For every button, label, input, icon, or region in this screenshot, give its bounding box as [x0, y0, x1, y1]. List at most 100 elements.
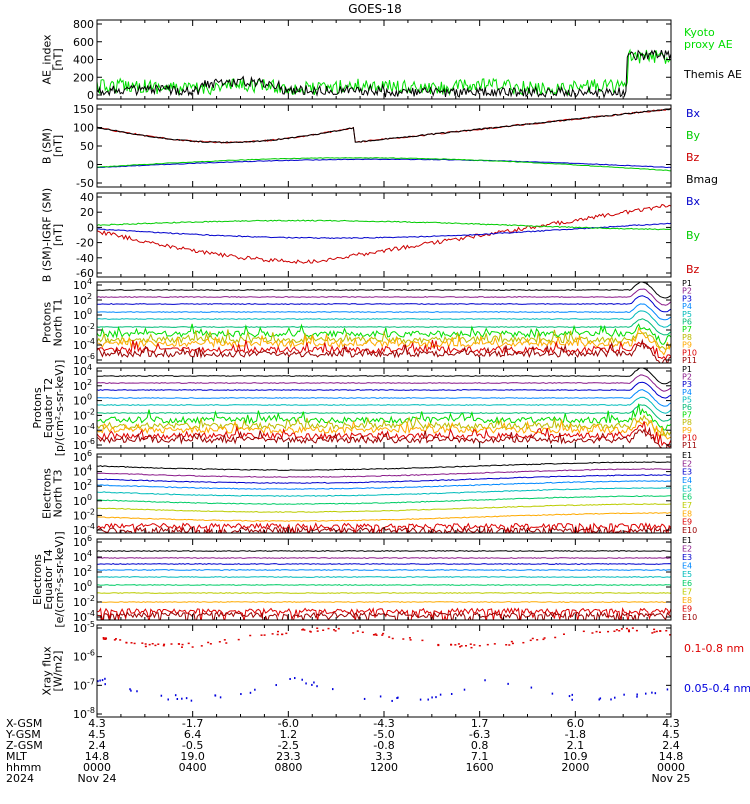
- xray-short-point: [186, 697, 188, 699]
- xray-long-point: [651, 632, 653, 634]
- xray-long-point: [281, 634, 283, 636]
- xray-long-point: [450, 644, 452, 646]
- y-tick-exponent: 4: [87, 277, 92, 286]
- xray-long-point: [636, 630, 638, 632]
- y-axis-label: North T1: [52, 299, 65, 347]
- xray-long-point: [599, 632, 601, 634]
- xray-long-point: [465, 645, 467, 647]
- legend-label: 0.1-0.8 nm: [684, 642, 744, 655]
- xray-short-point: [645, 693, 647, 695]
- xray-long-point: [613, 631, 615, 633]
- xray-short-point: [614, 697, 616, 699]
- xray-short-point: [507, 683, 509, 685]
- xray-long-point: [188, 643, 190, 645]
- xray-long-point: [322, 630, 324, 632]
- xray-long-point: [119, 639, 121, 641]
- xray-short-point: [104, 683, 106, 685]
- xray-short-point: [435, 696, 437, 698]
- xray-long-point: [328, 628, 330, 630]
- xray-long-point: [616, 629, 618, 631]
- xray-short-point: [651, 692, 653, 694]
- xray-long-point: [145, 646, 147, 648]
- legend-label: proxy AE: [684, 38, 733, 51]
- xray-long-point: [219, 641, 221, 643]
- y-tick-label: 10: [73, 339, 87, 352]
- xray-long-point: [563, 633, 565, 635]
- series-e3: [97, 564, 671, 565]
- y-tick-label: 200: [73, 71, 94, 84]
- xray-long-point: [554, 637, 556, 639]
- series-e1: [97, 551, 671, 552]
- y-axis-label: [nT]: [52, 48, 65, 70]
- y-tick-label: 10: [73, 495, 87, 508]
- y-tick-label: 10: [73, 466, 87, 479]
- xray-long-point: [487, 644, 489, 646]
- panel-frame: [97, 625, 671, 717]
- y-axis-label: [nT]: [52, 224, 65, 246]
- y-tick-exponent: 2: [87, 478, 92, 487]
- xray-short-point: [391, 700, 393, 702]
- y-tick-label: 10: [73, 536, 87, 549]
- legend-e10: E10: [682, 526, 697, 535]
- series-bmag: [97, 109, 671, 143]
- xray-short-point: [610, 698, 612, 700]
- series-e6: [97, 585, 671, 586]
- panel-frame: [97, 193, 671, 277]
- xray-long-point: [225, 642, 227, 644]
- xray-short-point: [250, 692, 252, 694]
- xray-long-point: [277, 631, 279, 633]
- xray-short-point: [136, 690, 138, 692]
- xray-long-point: [461, 645, 463, 647]
- y-tick-exponent: -2: [87, 322, 95, 331]
- xray-long-point: [335, 630, 337, 632]
- series-e8: [97, 602, 671, 603]
- y-tick-label: 10: [73, 679, 87, 692]
- y-tick-label: 10: [73, 279, 87, 292]
- y-axis-label: [W/m2]: [52, 651, 65, 692]
- y-tick-label: 0: [87, 89, 94, 102]
- xray-short-point: [571, 699, 573, 701]
- xray-short-point: [99, 680, 101, 682]
- y-tick-exponent: 2: [87, 292, 92, 301]
- y-tick-exponent: 0: [87, 393, 92, 402]
- y-tick-exponent: -4: [87, 337, 95, 346]
- xray-short-point: [655, 692, 657, 694]
- legend-label: By: [686, 229, 701, 242]
- xray-long-point: [303, 629, 305, 631]
- xray-long-point: [508, 644, 510, 646]
- ephem-value: 2000: [561, 761, 589, 774]
- y-tick-label: 10: [73, 309, 87, 322]
- y-tick-label: 50: [80, 140, 94, 153]
- series-p2: [97, 375, 671, 391]
- y-tick-label: 10: [73, 294, 87, 307]
- y-tick-exponent: 4: [87, 549, 92, 558]
- xray-long-point: [264, 634, 266, 636]
- xray-long-point: [437, 645, 439, 647]
- y-tick-exponent: -7: [87, 677, 95, 686]
- y-tick-exponent: 6: [87, 534, 92, 543]
- xray-long-point: [163, 644, 165, 646]
- xray-long-point: [656, 631, 658, 633]
- series-e7: [97, 593, 671, 594]
- xray-short-point: [427, 699, 429, 701]
- panel-plot-area: [97, 282, 671, 364]
- legend-label: Themis AE: [683, 68, 742, 81]
- y-tick-label: 10: [73, 395, 87, 408]
- y-tick-exponent: -8: [87, 706, 95, 715]
- xray-long-point: [473, 644, 475, 646]
- xray-short-point: [311, 684, 313, 686]
- xray-long-point: [409, 637, 411, 639]
- y-tick-label: 10: [73, 409, 87, 422]
- xray-long-point: [210, 643, 212, 645]
- series-p4: [97, 390, 671, 407]
- ephem-value: 0400: [179, 761, 207, 774]
- xray-long-point: [470, 643, 472, 645]
- xray-long-point: [544, 637, 546, 639]
- xray-short-point: [240, 693, 242, 695]
- panel-plot-area: [97, 627, 671, 702]
- series-p5: [97, 397, 671, 413]
- y-tick-label: 20: [80, 206, 94, 219]
